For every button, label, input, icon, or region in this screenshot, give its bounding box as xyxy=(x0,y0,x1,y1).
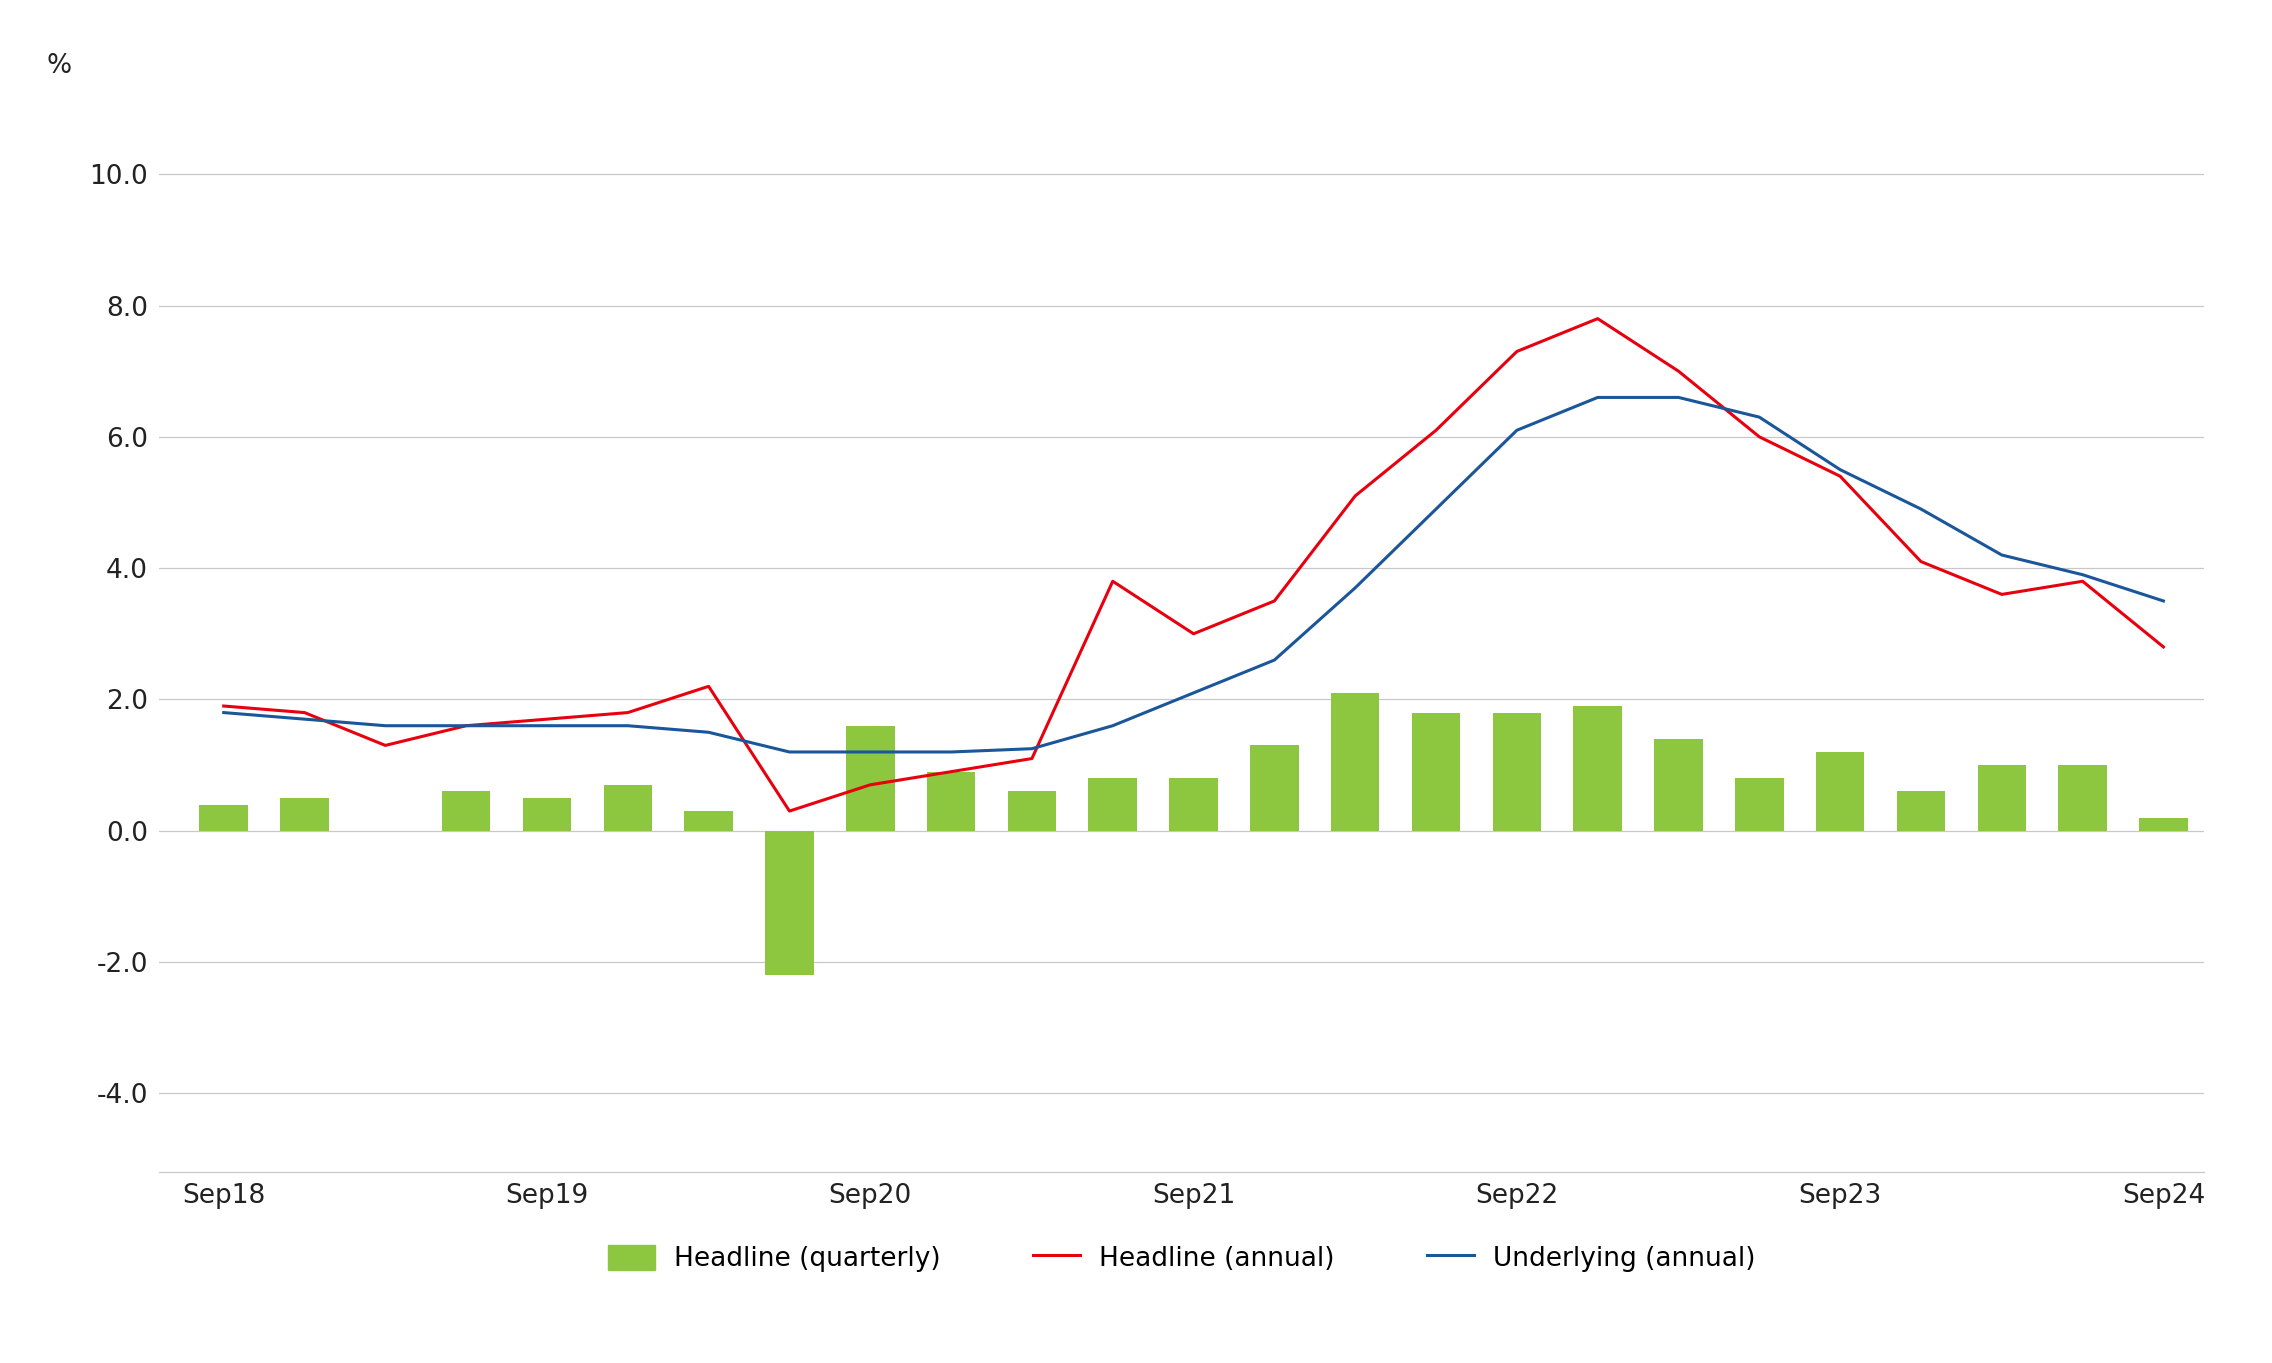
Bar xyxy=(1654,739,1702,831)
Text: %: % xyxy=(48,53,73,79)
Bar xyxy=(766,831,813,975)
Bar xyxy=(1170,778,1218,831)
Bar xyxy=(1411,713,1461,831)
Bar xyxy=(1493,713,1540,831)
Bar xyxy=(604,785,652,831)
Bar xyxy=(1250,746,1300,831)
Bar xyxy=(1574,706,1622,831)
Legend: Headline (quarterly), Headline (annual), Underlying (annual): Headline (quarterly), Headline (annual),… xyxy=(598,1234,1765,1283)
Bar xyxy=(1897,792,1945,831)
Bar xyxy=(684,811,734,831)
Bar xyxy=(1736,778,1784,831)
Bar xyxy=(279,797,329,831)
Bar xyxy=(2140,818,2188,831)
Bar xyxy=(927,771,975,831)
Bar xyxy=(1977,765,2027,831)
Bar xyxy=(1088,778,1136,831)
Bar xyxy=(845,725,895,831)
Bar xyxy=(443,792,491,831)
Bar xyxy=(1331,692,1379,831)
Bar xyxy=(1009,792,1056,831)
Bar xyxy=(523,797,570,831)
Bar xyxy=(2058,765,2106,831)
Bar xyxy=(200,804,248,831)
Bar xyxy=(1815,752,1865,831)
